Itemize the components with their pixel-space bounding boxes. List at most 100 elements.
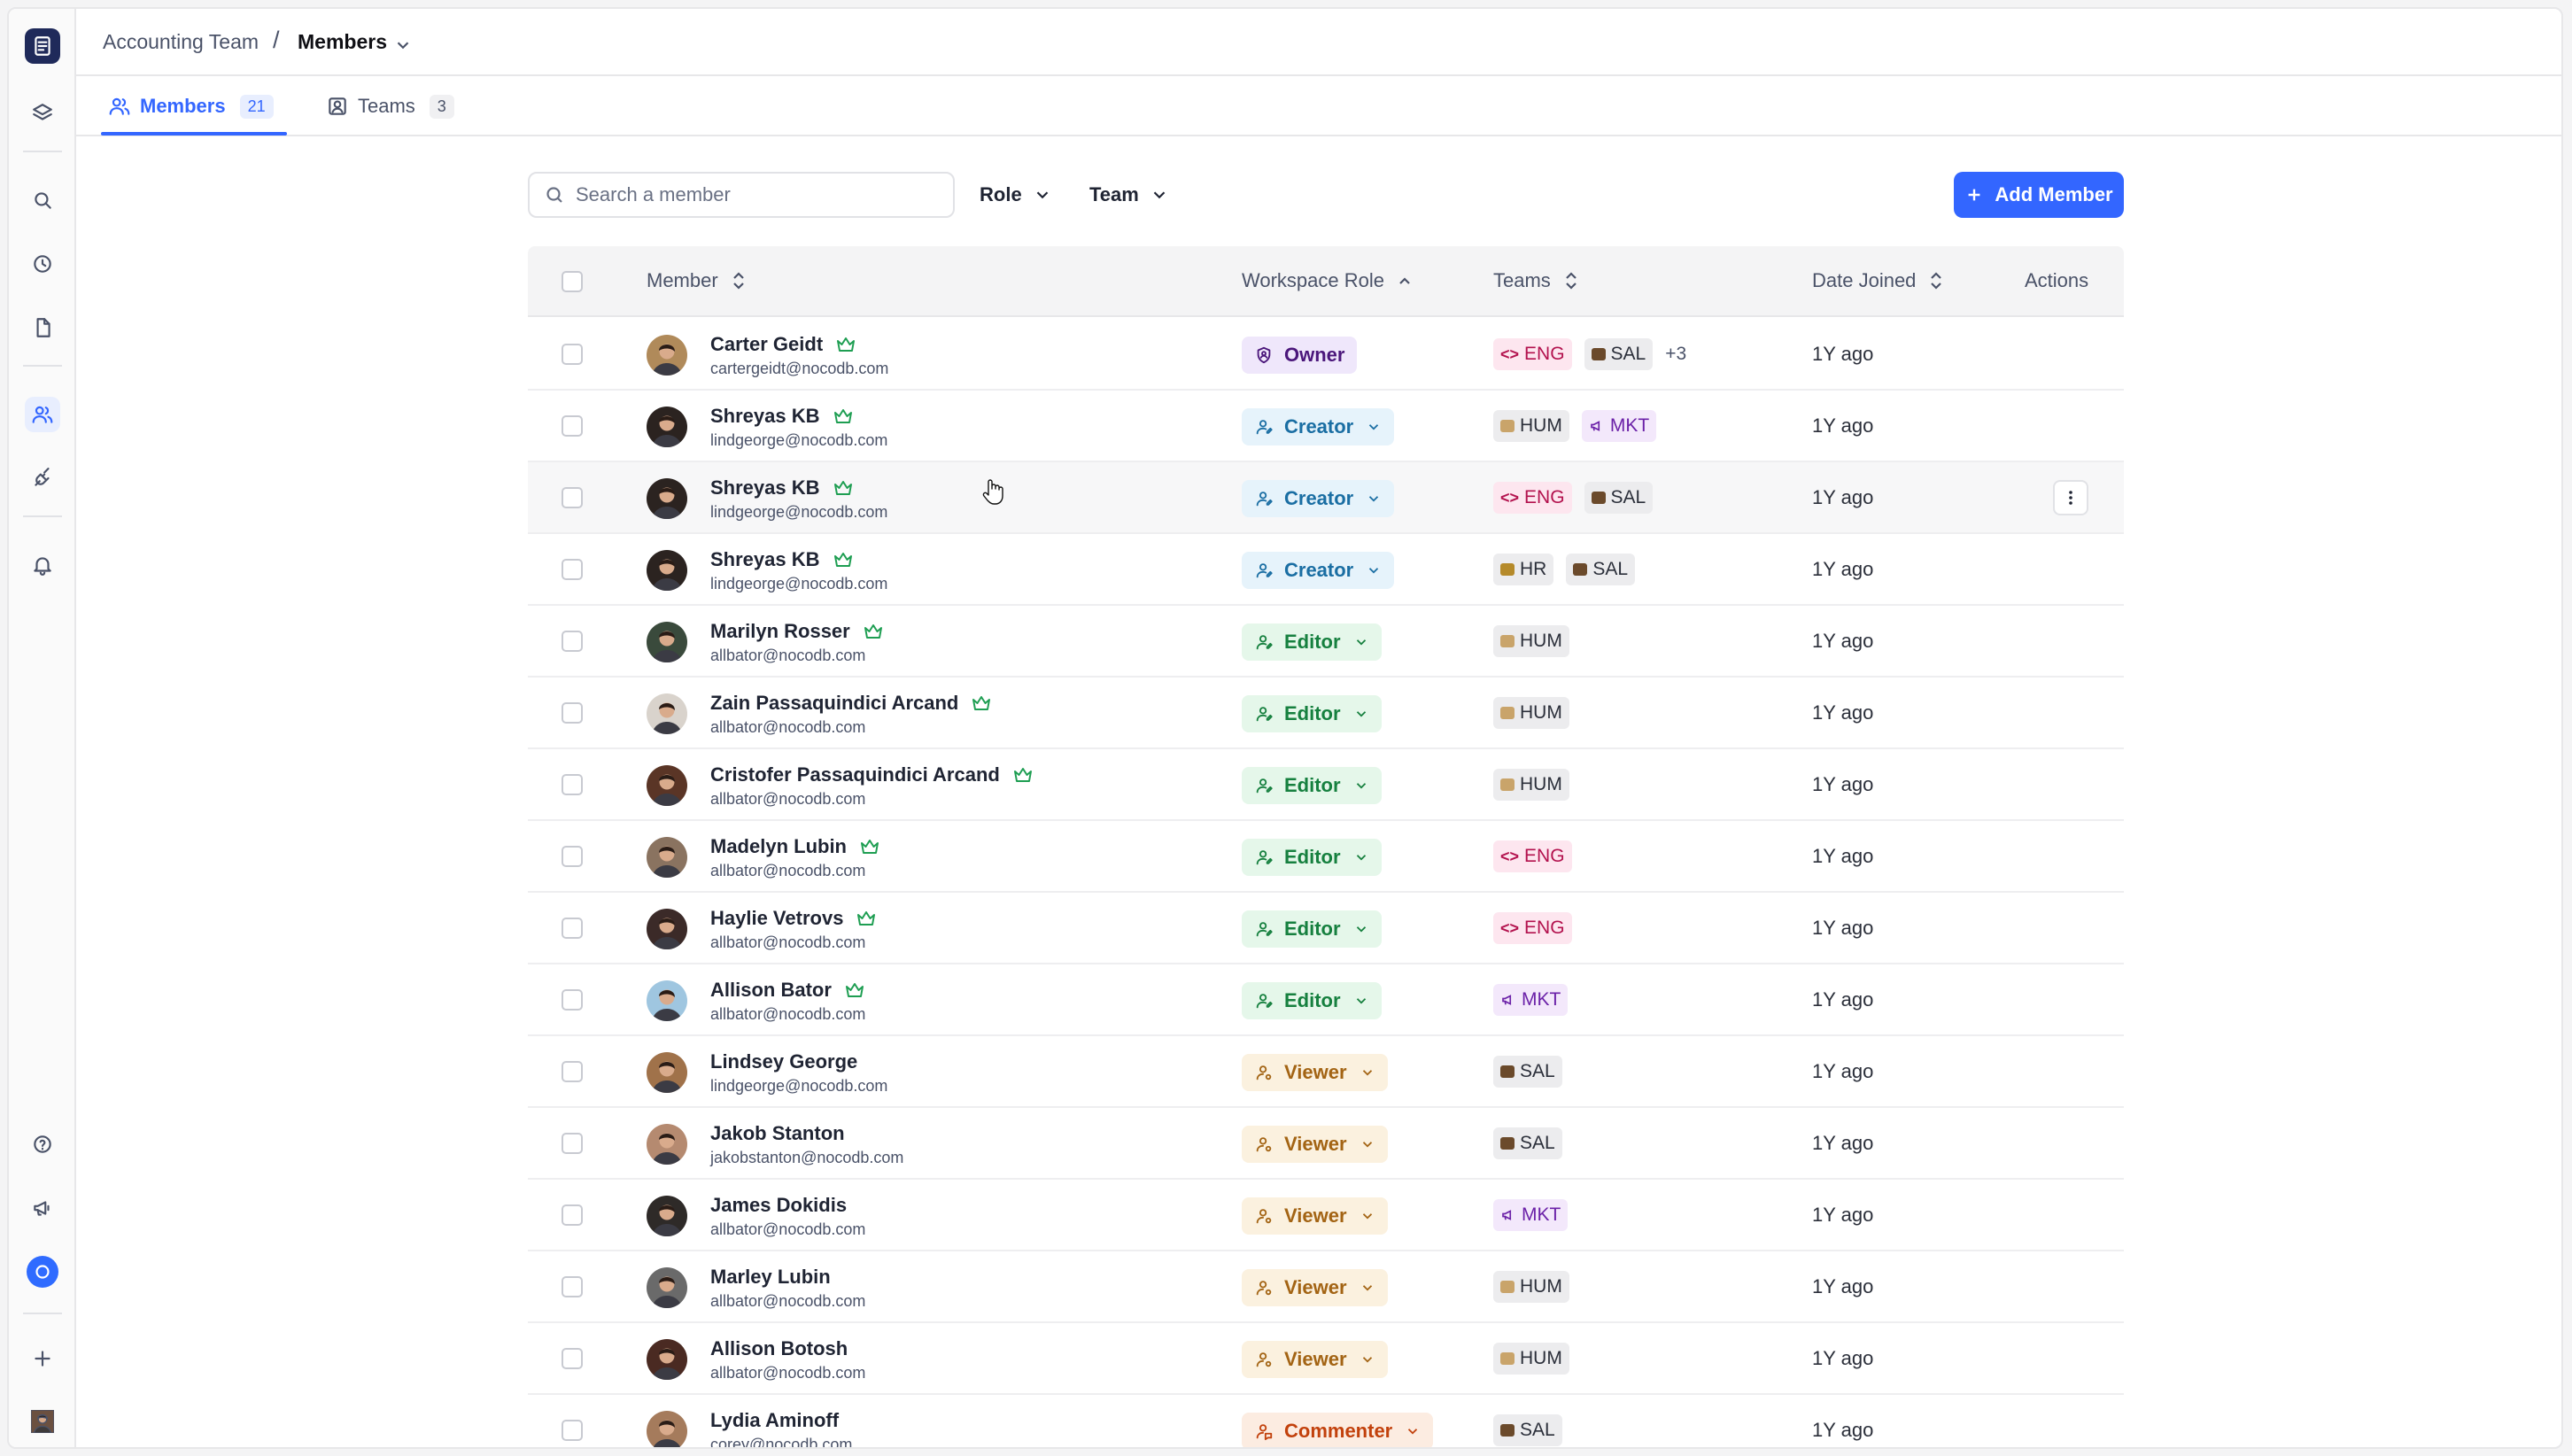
row-checkbox[interactable] — [562, 1348, 583, 1369]
role-dropdown[interactable]: Editor — [1242, 623, 1382, 661]
breadcrumb-current[interactable]: Members — [298, 30, 387, 53]
search-icon — [546, 187, 562, 203]
role-dropdown[interactable]: Editor — [1242, 910, 1382, 948]
row-checkbox[interactable] — [562, 702, 583, 724]
editor-role-icon — [1256, 850, 1273, 865]
table-row[interactable]: Shreyas KB lindgeorge@nocodb.com Creator… — [528, 391, 2124, 462]
chat-support-icon[interactable] — [27, 1256, 58, 1288]
row-checkbox[interactable] — [562, 918, 583, 939]
row-checkbox[interactable] — [562, 989, 583, 1011]
code-icon: <> — [1500, 918, 1520, 937]
row-checkbox[interactable] — [562, 1204, 583, 1226]
role-dropdown[interactable]: Creator — [1242, 408, 1395, 445]
role-dropdown[interactable]: Viewer — [1242, 1341, 1388, 1378]
more-teams-count[interactable]: +3 — [1665, 344, 1687, 364]
column-teams[interactable]: Teams — [1493, 269, 1579, 292]
avatar — [647, 478, 687, 519]
table-row[interactable]: James Dokidis allbator@nocodb.com Viewer… — [528, 1180, 2124, 1251]
role-dropdown[interactable]: Viewer — [1242, 1054, 1388, 1091]
search-input[interactable] — [576, 183, 930, 206]
team-tags: HUM — [1493, 697, 1569, 729]
table-row[interactable]: Allison Botosh allbator@nocodb.com Viewe… — [528, 1323, 2124, 1395]
table-row[interactable]: Marley Lubin allbator@nocodb.com Viewer … — [528, 1251, 2124, 1323]
column-teams-label: Teams — [1493, 269, 1551, 291]
tab-members[interactable]: Members 21 — [108, 76, 274, 136]
row-checkbox[interactable] — [562, 344, 583, 365]
table-row[interactable]: Lindsey George lindgeorge@nocodb.com Vie… — [528, 1036, 2124, 1108]
team-tag-label: ENG — [1524, 344, 1565, 364]
row-actions-button[interactable] — [2053, 480, 2088, 515]
row-checkbox[interactable] — [562, 415, 583, 437]
member-email: allbator@nocodb.com — [710, 647, 866, 664]
help-icon[interactable] — [25, 1127, 60, 1162]
avatar — [647, 837, 687, 878]
members-icon[interactable] — [25, 397, 60, 432]
role-filter[interactable]: Role — [980, 179, 1052, 211]
search-box[interactable] — [528, 172, 955, 218]
row-checkbox[interactable] — [562, 846, 583, 867]
table-row[interactable]: Shreyas KB lindgeorge@nocodb.com Creator… — [528, 462, 2124, 534]
column-member[interactable]: Member — [647, 269, 747, 292]
row-checkbox[interactable] — [562, 774, 583, 795]
role-dropdown[interactable]: Editor — [1242, 982, 1382, 1019]
table-row[interactable]: Cristofer Passaquindici Arcand allbator@… — [528, 749, 2124, 821]
tab-teams[interactable]: Teams 3 — [326, 76, 454, 136]
role-dropdown[interactable]: Creator — [1242, 552, 1395, 589]
table-row[interactable]: Allison Bator allbator@nocodb.com Editor… — [528, 964, 2124, 1036]
file-icon[interactable] — [25, 310, 60, 345]
select-all-checkbox[interactable] — [562, 271, 583, 292]
table-row[interactable]: Madelyn Lubin allbator@nocodb.com Editor… — [528, 821, 2124, 893]
date-joined: 1Y ago — [1812, 414, 1874, 437]
user-avatar[interactable] — [26, 1405, 59, 1438]
column-workspace-role[interactable]: Workspace Role — [1242, 269, 1413, 292]
table-row[interactable]: Shreyas KB lindgeorge@nocodb.com Creator… — [528, 534, 2124, 606]
role-dropdown[interactable]: Commenter — [1242, 1413, 1434, 1447]
avatar — [647, 1267, 687, 1308]
search-icon[interactable] — [25, 182, 60, 218]
hr-icon — [1500, 563, 1515, 576]
breadcrumb-workspace[interactable]: Accounting Team — [103, 30, 260, 53]
row-checkbox[interactable] — [562, 559, 583, 580]
role-dropdown[interactable]: Editor — [1242, 839, 1382, 876]
row-checkbox[interactable] — [562, 1133, 583, 1154]
bell-icon[interactable] — [25, 547, 60, 583]
row-checkbox[interactable] — [562, 1061, 583, 1082]
table-row[interactable]: Carter Geidt cartergeidt@nocodb.com Owne… — [528, 319, 2124, 391]
table-row[interactable]: Haylie Vetrovs allbator@nocodb.com Edito… — [528, 893, 2124, 964]
member-name: Cristofer Passaquindici Arcand — [710, 763, 1034, 786]
layers-icon[interactable] — [25, 96, 60, 131]
megaphone-icon[interactable] — [25, 1190, 60, 1226]
chevron-down-icon — [1356, 998, 1366, 1004]
clock-icon[interactable] — [25, 246, 60, 282]
plug-icon[interactable] — [25, 461, 60, 496]
avatar — [647, 909, 687, 949]
role-dropdown[interactable]: Viewer — [1242, 1269, 1388, 1306]
role-dropdown[interactable]: Viewer — [1242, 1197, 1388, 1235]
plus-icon[interactable] — [25, 1341, 60, 1376]
role-dropdown[interactable]: Editor — [1242, 695, 1382, 732]
workspace-logo-icon[interactable] — [25, 28, 60, 64]
row-checkbox[interactable] — [562, 487, 583, 508]
column-date-joined[interactable]: Date Joined — [1812, 269, 1944, 292]
table-row[interactable]: Lydia Aminoff corey@nocodb.com Commenter… — [528, 1395, 2124, 1447]
team-filter[interactable]: Team — [1089, 179, 1169, 211]
row-checkbox[interactable] — [562, 1276, 583, 1297]
add-member-button[interactable]: Add Member — [1954, 172, 2124, 218]
team-tags: HUM — [1493, 625, 1569, 657]
role-dropdown[interactable]: Viewer — [1242, 1126, 1388, 1163]
row-checkbox[interactable] — [562, 631, 583, 652]
table-row[interactable]: Zain Passaquindici Arcand allbator@nocod… — [528, 678, 2124, 749]
table-row[interactable]: Marilyn Rosser allbator@nocodb.com Edito… — [528, 606, 2124, 678]
member-email: lindgeorge@nocodb.com — [710, 1077, 888, 1095]
role-dropdown[interactable]: Creator — [1242, 480, 1395, 517]
team-tag-label: ENG — [1524, 846, 1565, 866]
avatar — [647, 622, 687, 662]
team-tag: <> ENG — [1493, 840, 1572, 872]
team-tag-label: SAL — [1520, 1061, 1555, 1081]
member-email: lindgeorge@nocodb.com — [710, 431, 888, 449]
team-tags: <> ENG — [1493, 840, 1572, 872]
row-checkbox[interactable] — [562, 1420, 583, 1441]
chevron-down-icon[interactable] — [393, 35, 413, 55]
table-row[interactable]: Jakob Stanton jakobstanton@nocodb.com Vi… — [528, 1108, 2124, 1180]
role-dropdown[interactable]: Editor — [1242, 767, 1382, 804]
